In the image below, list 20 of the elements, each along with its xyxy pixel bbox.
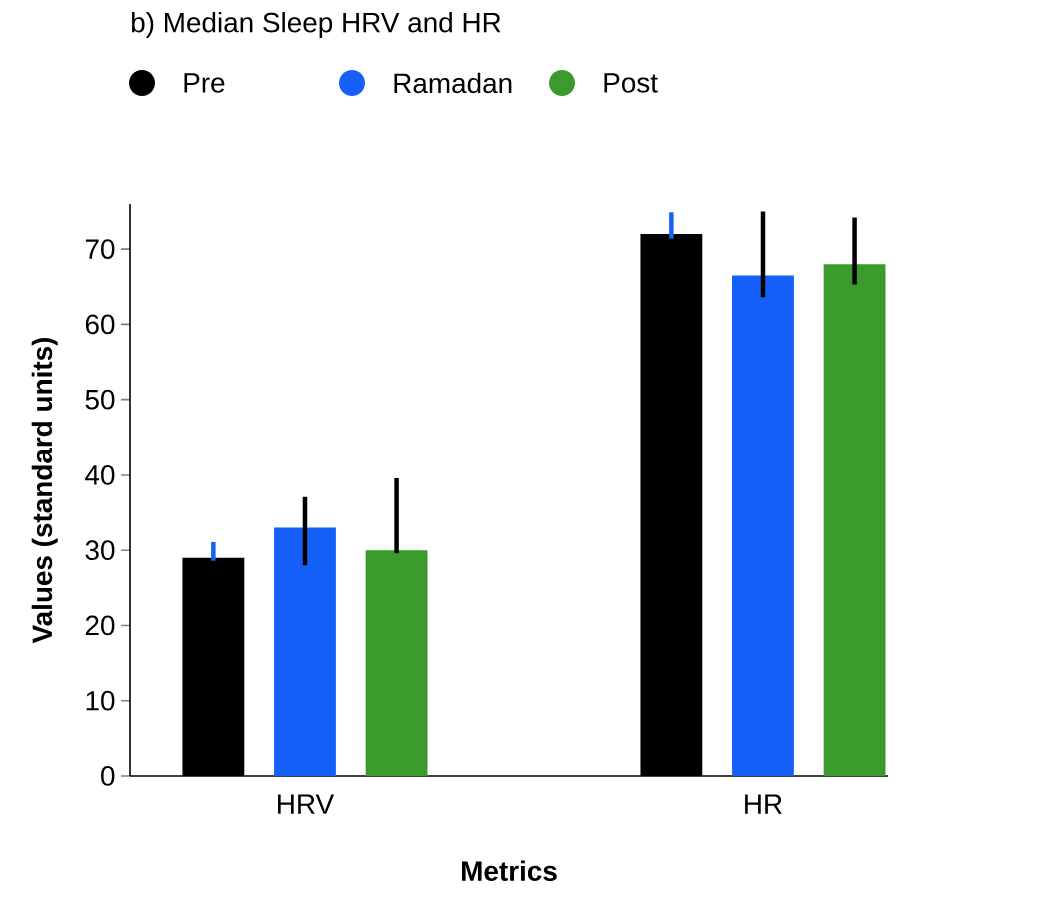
- bar: [274, 527, 336, 776]
- bar: [365, 550, 428, 776]
- bar: [823, 264, 886, 776]
- y-tick-label: 10: [86, 690, 115, 711]
- y-tick-label: 60: [85, 314, 115, 335]
- x-tick-label: HR: [745, 794, 782, 814]
- y-tick-label: 30: [85, 540, 115, 561]
- y-tick-label: 50: [85, 389, 115, 410]
- bar: [732, 275, 794, 776]
- legend-label: Post: [604, 73, 658, 93]
- x-axis-title: Metrics: [462, 860, 557, 881]
- y-tick-label: 40: [85, 465, 115, 485]
- y-tick-label: 0: [101, 766, 115, 786]
- y-tick-label: 70: [85, 239, 115, 260]
- chart-title: b) Median Sleep HRV and HR: [132, 12, 501, 38]
- y-axis-title: Values (standard units): [31, 337, 58, 644]
- y-tick-label: 20: [85, 615, 115, 636]
- x-tick-label: HRV: [278, 794, 335, 814]
- legend-label: Ramadan: [394, 72, 512, 94]
- legend-label: Pre: [184, 73, 225, 93]
